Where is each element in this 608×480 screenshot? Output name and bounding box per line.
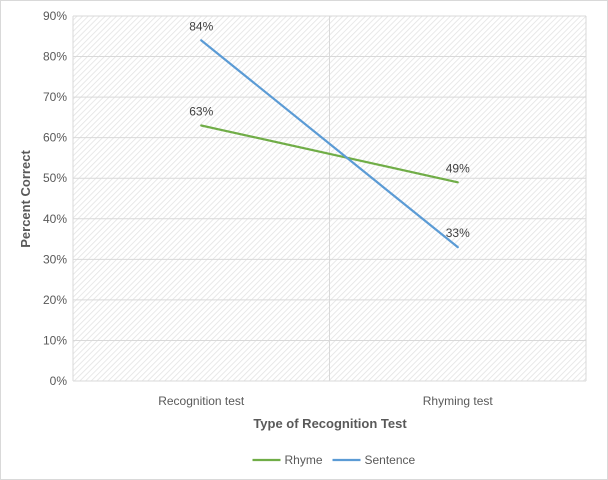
- x-axis-ticks: Recognition test Rhyming test: [158, 394, 493, 408]
- y-tick-label: 30%: [43, 252, 67, 266]
- legend-label-sentence: Sentence: [365, 453, 416, 467]
- legend: Rhyme Sentence: [252, 453, 416, 467]
- data-label: 49%: [446, 161, 470, 175]
- series-line-rhyme: [200, 124, 459, 184]
- y-tick-label: 10%: [43, 333, 67, 347]
- x-tick-label: Rhyming test: [423, 394, 494, 408]
- y-tick-label: 40%: [43, 212, 67, 226]
- data-label: 63%: [189, 105, 213, 119]
- data-labels: 63% 49% 84% 33%: [189, 19, 470, 240]
- y-tick-label: 90%: [43, 9, 67, 23]
- x-tick-label: Recognition test: [158, 394, 245, 408]
- data-label: 84%: [189, 19, 213, 33]
- y-tick-label: 0%: [50, 374, 68, 388]
- y-tick-label: 60%: [43, 131, 67, 145]
- legend-label-rhyme: Rhyme: [285, 453, 323, 467]
- y-axis-title: Percent Correct: [18, 150, 33, 248]
- y-tick-label: 20%: [43, 293, 67, 307]
- series-group: [200, 39, 459, 249]
- y-axis-ticks: 0% 10% 20% 30% 40% 50% 60% 70% 80% 90%: [43, 9, 67, 388]
- y-tick-label: 70%: [43, 90, 67, 104]
- data-label: 33%: [446, 226, 470, 240]
- gridlines: [72, 15, 587, 382]
- series-line-sentence: [200, 39, 459, 249]
- y-tick-label: 50%: [43, 171, 67, 185]
- y-tick-label: 80%: [43, 50, 67, 64]
- x-axis-title: Type of Recognition Test: [253, 416, 407, 431]
